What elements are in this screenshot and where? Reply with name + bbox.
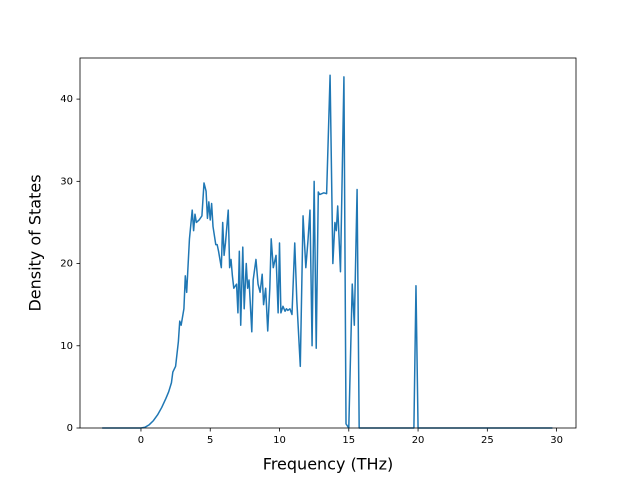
y-tick-label: 30 [60, 176, 73, 187]
x-tick-label: 30 [550, 435, 563, 446]
y-tick-label: 0 [67, 423, 73, 434]
x-tick-label: 20 [412, 435, 425, 446]
x-tick-label: 0 [138, 435, 144, 446]
x-tick-label: 10 [273, 435, 286, 446]
y-tick-label: 10 [60, 341, 73, 352]
line [102, 74, 553, 429]
x-tick-label: 25 [481, 435, 494, 446]
y-tick-label: 40 [60, 94, 73, 105]
y-tick-label: 20 [60, 259, 73, 270]
axes-frame [79, 57, 577, 429]
x-axis-label: Frequency (THz) [263, 455, 393, 474]
y-axis-label: Density of States [26, 174, 45, 311]
x-tick-label: 5 [207, 435, 213, 446]
x-tick-label: 15 [342, 435, 355, 446]
